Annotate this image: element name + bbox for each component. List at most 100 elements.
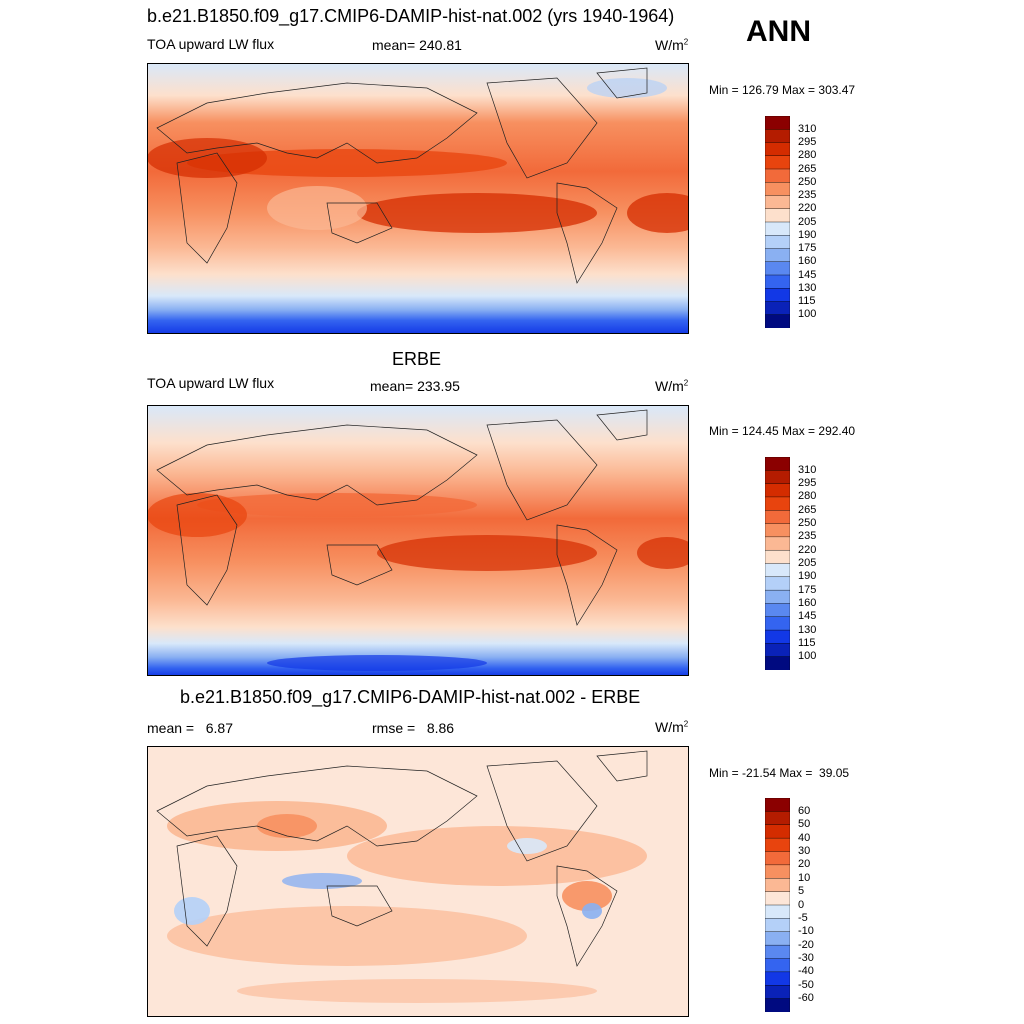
panel3-colorbar-box	[764, 944, 791, 960]
panel3-colorbar-box	[764, 797, 791, 812]
panel3-colorbar-box	[764, 851, 791, 866]
panel1-colorbar-tick-label: 130	[798, 281, 817, 294]
panel2-colorbar-box	[764, 549, 791, 565]
panel3-colorbar-box	[764, 891, 791, 906]
panel3-minmax: Min = -21.54 Max = 39.05	[709, 766, 850, 780]
panel2-colorbar-box	[764, 629, 791, 644]
panel1-colorbar-box	[764, 235, 791, 250]
panel3-colorbar-box	[764, 931, 791, 946]
panel1-colorbar-box	[764, 182, 791, 197]
panel3-colorbar-box	[764, 918, 791, 933]
panel1-colorbar-tick-label: 175	[798, 242, 817, 254]
panel3-colorbar-box	[764, 904, 791, 919]
panel2-colorbar-box	[764, 643, 791, 658]
panel2-colorbar-box	[764, 603, 791, 618]
panel1-colorbar-tick-label: 250	[798, 175, 817, 188]
panel1-variable-label: TOA upward LW flux	[147, 36, 275, 52]
panel1-colorbar-tick-label: 145	[798, 268, 817, 281]
panel2-colorbar-box	[764, 536, 791, 551]
panel1-colorbar-box	[764, 301, 791, 316]
panel2-colorbar-box	[764, 656, 791, 671]
panel1-colorbar-box	[764, 129, 791, 144]
panel1-colorbar-box	[764, 168, 791, 183]
panel2-colorbar-box	[764, 483, 791, 498]
panel2-colorbar	[764, 456, 791, 671]
panel2-colorbar-box	[764, 470, 791, 485]
panel2-title: ERBE	[392, 349, 442, 369]
panel3-colorbar	[764, 797, 791, 1013]
panel1-colorbar-tick-label: 295	[798, 136, 817, 148]
panel2-colorbar-tick-label: 295	[798, 477, 817, 490]
panel2-colorbar-tick-label: 220	[798, 543, 817, 556]
panel2-map	[147, 405, 689, 676]
panel3-colorbar-box	[764, 998, 791, 1013]
panel2-colorbar-tick-label: 175	[798, 583, 817, 596]
panel1-colorbar-tick-label: 310	[798, 122, 817, 135]
panel2-colorbar-tick-label: 145	[798, 610, 817, 623]
panel2-colorbar-box	[764, 523, 791, 538]
panel2-colorbar-tick-label: 265	[798, 503, 817, 516]
panel2-colorbar-box	[764, 616, 791, 631]
season-label: ANN	[746, 15, 811, 48]
panel3-colorbar-tick-label: 50	[798, 818, 811, 831]
panel2-colorbar-tick-label: 205	[798, 557, 817, 569]
panel2-colorbar-tick-label: 160	[798, 596, 817, 609]
panel1-minmax: Min = 126.79 Max = 303.47	[709, 83, 856, 97]
panel3-colorbar-tick-label: 30	[798, 845, 811, 857]
panel3-mean-label: mean = 6.87	[147, 720, 234, 736]
panel3-colorbar-tick-label: -10	[798, 925, 814, 938]
panel3-colorbar-tick-label: 60	[798, 804, 811, 817]
panel2-colorbar-tick-label: 190	[798, 570, 817, 583]
panel3-title: b.e21.B1850.f09_g17.CMIP6-DAMIP-hist-nat…	[180, 687, 641, 707]
panel2-units: W/m2	[655, 378, 689, 394]
panel3-colorbar-box	[764, 864, 791, 879]
panel1-colorbar-tick-label: 205	[798, 215, 817, 228]
panel3-colorbar-tick-label: -5	[798, 911, 808, 924]
panel3-colorbar-box	[764, 878, 791, 893]
panel1-colorbar-box	[764, 274, 791, 289]
panel2-variable-label: TOA upward LW flux	[147, 375, 275, 391]
panel3-colorbar-tick-label: 10	[798, 871, 811, 884]
panel2-mean-label: mean= 233.95	[370, 378, 460, 394]
panel3-map	[147, 746, 689, 1017]
panel3-colorbar-tick-label: -40	[798, 965, 814, 978]
panel1-colorbar-box	[764, 155, 791, 170]
panel3-colorbar-tick-label: -50	[798, 978, 814, 991]
panel3-colorbar-box	[764, 824, 791, 839]
panel2-colorbar-tick-label: 130	[798, 623, 817, 636]
panel2-colorbar-box	[764, 456, 791, 471]
panel1-colorbar-box	[764, 208, 791, 223]
panel2-colorbar-box	[764, 589, 791, 604]
panel3-units: W/m2	[655, 719, 689, 735]
panel1-mean-label: mean= 240.81	[372, 37, 462, 53]
panel1-map	[147, 63, 689, 334]
panel3-colorbar-tick-label: 5	[798, 885, 805, 898]
panel1-colorbar-tick-label: 190	[798, 228, 817, 241]
panel3-colorbar-box	[764, 811, 791, 826]
panel2-colorbar-tick-label: 115	[798, 636, 816, 649]
panel1-colorbar-tick-label: 220	[798, 202, 817, 215]
panel1-colorbar-box	[764, 261, 791, 276]
panel1-colorbar-tick-label: 235	[798, 189, 817, 201]
panel2-colorbar-tick-label: 310	[798, 463, 817, 476]
panel1-colorbar-tick-label: 265	[798, 162, 817, 175]
panel1-colorbar	[764, 115, 791, 329]
panel1-colorbar-box	[764, 314, 791, 329]
panel1-colorbar-tick-label: 280	[798, 149, 817, 162]
panel1-colorbar-tick-label: 160	[798, 255, 817, 268]
panel3-colorbar-tick-label: -20	[798, 938, 814, 951]
panel3-colorbar-box	[764, 958, 791, 973]
panel1-colorbar-tick-label: 100	[798, 308, 817, 321]
panel3-colorbar-tick-label: -60	[798, 992, 814, 1005]
panel2-colorbar-tick-label: 100	[798, 650, 817, 663]
panel1-title: b.e21.B1850.f09_g17.CMIP6-DAMIP-hist-nat…	[147, 6, 675, 26]
panel2-minmax: Min = 124.45 Max = 292.40	[709, 424, 856, 438]
panel3-colorbar-box	[764, 985, 791, 1000]
panel1-colorbar-box	[764, 115, 791, 130]
panel1-colorbar-box	[764, 248, 791, 263]
panel2-colorbar-tick-label: 280	[798, 490, 817, 503]
panel2-colorbar-box	[764, 576, 791, 591]
panel3-colorbar-box	[764, 837, 791, 853]
panel3-colorbar-tick-label: -30	[798, 952, 814, 964]
panel3-colorbar-box	[764, 971, 791, 986]
